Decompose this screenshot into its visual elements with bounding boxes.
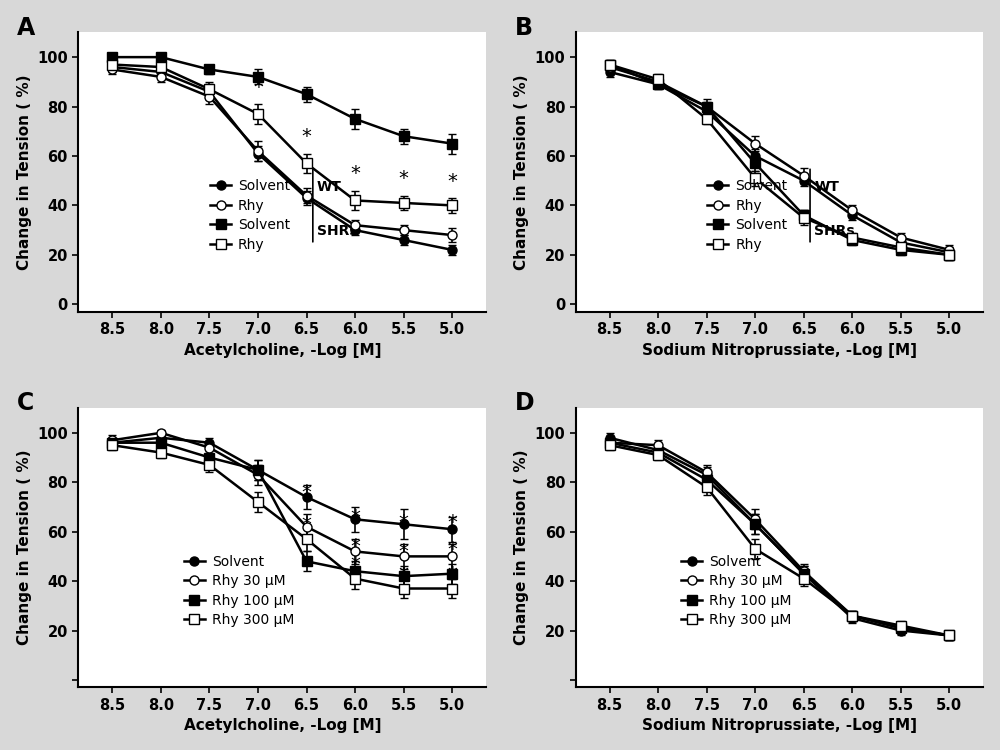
Text: B: B (514, 16, 532, 40)
Text: A: A (17, 16, 35, 40)
Text: WT: WT (814, 181, 839, 194)
Text: *: * (399, 542, 409, 561)
Text: *: * (399, 513, 409, 532)
Text: *: * (302, 127, 311, 146)
X-axis label: Sodium Nitroprussiate, -Log [M]: Sodium Nitroprussiate, -Log [M] (642, 718, 917, 734)
Text: *: * (447, 565, 457, 584)
Text: *: * (447, 172, 457, 190)
Y-axis label: Change in Tension ( %): Change in Tension ( %) (17, 74, 32, 270)
X-axis label: Acetylcholine, -Log [M]: Acetylcholine, -Log [M] (184, 718, 381, 734)
Text: *: * (447, 513, 457, 532)
Text: *: * (302, 483, 311, 502)
Text: D: D (514, 392, 534, 416)
Text: *: * (399, 565, 409, 584)
Text: *: * (350, 538, 360, 556)
Text: *: * (350, 508, 360, 526)
Text: *: * (399, 169, 409, 188)
Text: SHRs: SHRs (814, 224, 855, 238)
Text: *: * (447, 540, 457, 559)
X-axis label: Acetylcholine, -Log [M]: Acetylcholine, -Log [M] (184, 343, 381, 358)
Text: C: C (17, 392, 34, 416)
Text: *: * (302, 515, 311, 534)
Legend: Solvent, Rhy 30 μM, Rhy 100 μM, Rhy 300 μM: Solvent, Rhy 30 μM, Rhy 100 μM, Rhy 300 … (676, 549, 797, 633)
Y-axis label: Change in Tension ( %): Change in Tension ( %) (514, 450, 529, 646)
Legend: Solvent, Rhy, Solvent, Rhy: Solvent, Rhy, Solvent, Rhy (702, 173, 793, 257)
Legend: Solvent, Rhy, Solvent, Rhy: Solvent, Rhy, Solvent, Rhy (205, 173, 296, 257)
Y-axis label: Change in Tension ( %): Change in Tension ( %) (514, 74, 529, 270)
Text: *: * (253, 78, 263, 97)
Legend: Solvent, Rhy 30 μM, Rhy 100 μM, Rhy 300 μM: Solvent, Rhy 30 μM, Rhy 100 μM, Rhy 300 … (178, 549, 300, 633)
Y-axis label: Change in Tension ( %): Change in Tension ( %) (17, 450, 32, 646)
Text: *: * (350, 164, 360, 183)
Text: SHRs: SHRs (317, 224, 358, 238)
X-axis label: Sodium Nitroprussiate, -Log [M]: Sodium Nitroprussiate, -Log [M] (642, 343, 917, 358)
Text: WT: WT (317, 181, 342, 194)
Text: *: * (350, 555, 360, 574)
